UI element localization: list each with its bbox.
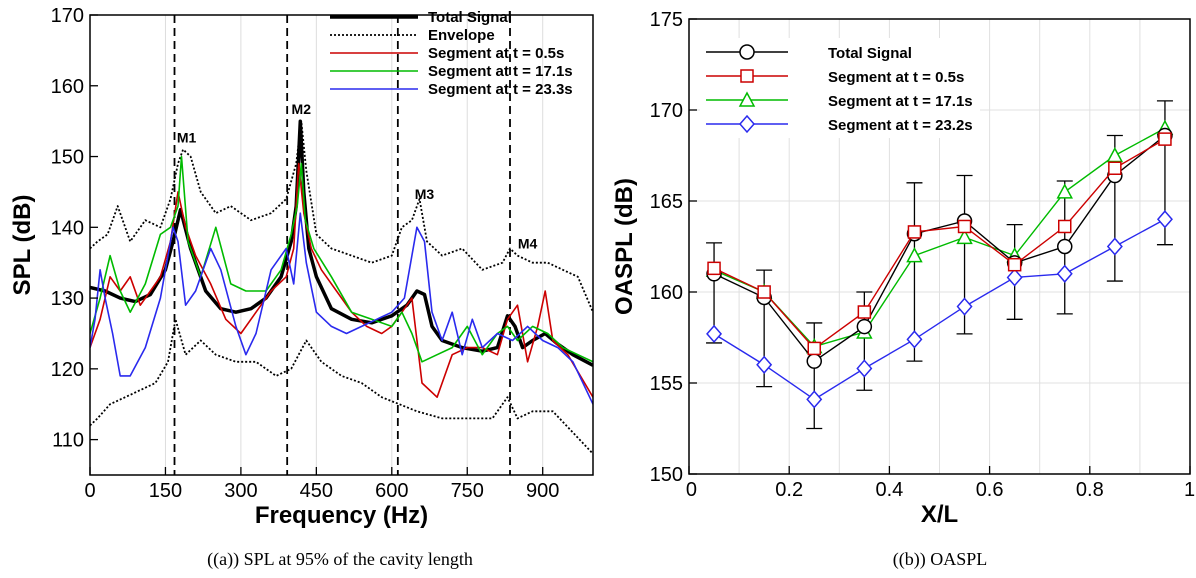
y-tick-label-0: 110 [52, 430, 84, 452]
series-1-point-4 [907, 225, 922, 239]
series-3-point-0 [706, 324, 723, 343]
series-3-point-2 [806, 390, 823, 409]
series-1-point-1 [757, 285, 771, 299]
legend-marker-0 [739, 44, 755, 60]
series-2-point-4 [906, 247, 923, 263]
legend-marker-1 [740, 69, 754, 83]
y-tick-label-6: 170 [51, 5, 84, 27]
mode-label-m4: M4 [518, 236, 538, 252]
y-tick-label-1: 155 [650, 373, 683, 395]
series-line-2 [90, 318, 593, 455]
x-tick-label-2: 300 [224, 480, 257, 502]
x-tick-label-5: 1 [1184, 479, 1195, 501]
plot-frame-b [688, 18, 1191, 475]
legend-label-3: Segment at t = 23.2s [828, 117, 973, 134]
series-line-3 [713, 218, 1166, 401]
x-tick-label-3: 0.6 [976, 479, 1004, 501]
x-tick-label-1: 150 [149, 480, 182, 502]
legend-marker-2 [738, 91, 756, 107]
series-line-3 [90, 162, 593, 399]
series-1-point-2 [807, 341, 821, 356]
x-axis-label-a: Frequency (Hz) [255, 502, 428, 529]
x-tick-label-4: 0.8 [1076, 479, 1104, 501]
mode-label-m3: M3 [415, 186, 435, 202]
x-tick-label-2: 0.4 [875, 479, 903, 501]
legend-label-1: Envelope [428, 27, 495, 44]
series-2-point-8 [1106, 146, 1124, 163]
y-tick-label-4: 150 [51, 147, 84, 169]
caption-a: ((a)) SPL at 95% of the cavity length [207, 549, 473, 570]
series-line-0 [713, 134, 1166, 363]
x-axis-label-b: X/L [921, 501, 958, 528]
oaspl-panel: 0 0.2 0.4 0.6 0.8 1 150 155 160 165 170 175 X/L OASPL… [611, 9, 1195, 528]
series-1-point-8 [1108, 161, 1122, 175]
series-line-1 [713, 138, 1166, 350]
spl-panel: M1 M2 M3 M4 0 150 300 450 600 750 900 110 120 130 140 1… [9, 5, 594, 529]
series-0-point-7 [1057, 238, 1073, 255]
y-tick-label-4: 170 [650, 100, 683, 122]
x-tick-label-3: 450 [300, 480, 333, 502]
x-tick-label-1: 0.2 [775, 479, 803, 501]
legend-label-0: Total Signal [428, 9, 512, 26]
y-tick-label-1: 120 [51, 359, 84, 381]
series-3-point-5 [956, 297, 973, 316]
series-1-point-6 [1007, 257, 1022, 272]
series-line-5 [90, 212, 593, 405]
y-tick-label-5: 175 [650, 9, 683, 31]
series-3-point-8 [1106, 237, 1123, 256]
y-tick-label-0: 150 [650, 464, 683, 486]
x-tick-label-0: 0 [84, 480, 95, 502]
y-tick-label-2: 160 [650, 282, 683, 304]
series-0-point-2 [806, 353, 822, 369]
series-1-point-0 [707, 261, 721, 276]
legend-label-1: Segment at t = 0.5s [828, 69, 964, 86]
y-tick-label-3: 140 [51, 217, 84, 239]
x-tick-label-0: 0 [686, 479, 697, 501]
legend-label-2: Segment at t = 17.1s [828, 93, 973, 110]
legend-marker-3 [739, 114, 755, 134]
series-3-point-4 [906, 330, 923, 349]
series-3-point-1 [756, 355, 773, 374]
caption-b: ((b)) OASPL [893, 549, 988, 570]
series-2-point-7 [1056, 183, 1074, 199]
series-3-point-6 [1006, 268, 1023, 287]
series-1-point-3 [857, 305, 872, 319]
y-axis-label-a: SPL (dB) [9, 195, 36, 296]
legend-label-0: Total Signal [828, 45, 912, 62]
y-axis-label-b: OASPL (dB) [611, 178, 638, 315]
series-3-point-9 [1156, 210, 1173, 229]
legend-label-2: Segment at t = 0.5s [428, 45, 564, 62]
mode-label-m2: M2 [292, 101, 312, 117]
series-3-point-3 [856, 359, 873, 378]
series-line-1 [90, 120, 593, 313]
y-tick-label-3: 165 [650, 191, 683, 213]
series-1-point-9 [1158, 132, 1172, 146]
x-tick-label-6: 900 [526, 480, 559, 502]
series-1-point-5 [957, 219, 972, 234]
series-0-point-3 [856, 318, 873, 335]
series-1-point-7 [1058, 219, 1072, 234]
plot-frame-a [89, 14, 594, 476]
x-tick-label-5: 750 [451, 480, 484, 502]
y-tick-label-2: 130 [51, 288, 84, 310]
legend-label-4: Segment at t = 23.3s [428, 81, 573, 98]
x-tick-label-4: 600 [375, 480, 408, 502]
y-tick-label-5: 160 [51, 76, 84, 98]
mode-label-m1: M1 [177, 129, 197, 145]
series-line-4 [90, 155, 593, 363]
series-3-point-7 [1056, 264, 1073, 283]
series-2-point-5 [956, 228, 973, 245]
legend-label-3: Segment at t = 17.1s [428, 63, 573, 80]
series-line-0 [90, 119, 593, 367]
